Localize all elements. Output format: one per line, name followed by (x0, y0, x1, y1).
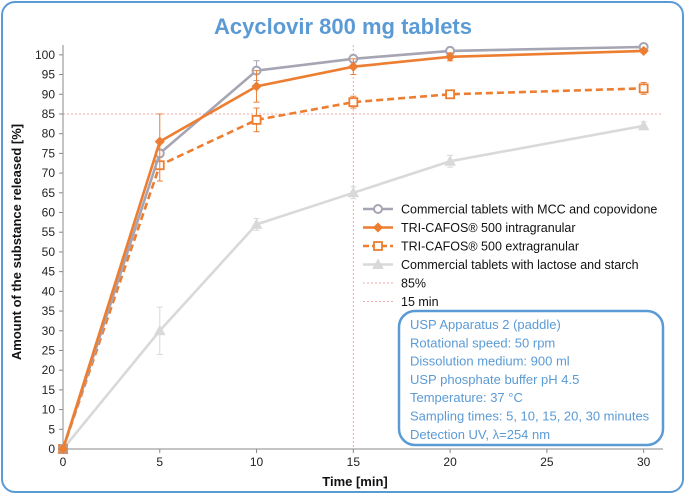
data-point (638, 45, 649, 56)
series-2 (57, 45, 649, 455)
data-point (251, 81, 262, 92)
y-tick-label: 65 (42, 186, 56, 200)
series (57, 41, 650, 455)
x-axis-title: Time [min] (322, 474, 388, 489)
data-point (347, 186, 360, 198)
legend-marker (373, 241, 383, 251)
y-axis-title: Amount of the substance released [%] (9, 124, 24, 360)
y-tick-label: 100 (35, 48, 55, 62)
y-tick-label: 50 (42, 245, 56, 259)
data-point (348, 61, 359, 72)
x-tick-label: 10 (250, 455, 264, 469)
legend-label: TRI-CAFOS® 500 intragranular (401, 221, 576, 235)
y-tick-label: 35 (42, 304, 56, 318)
series-line-2 (61, 49, 644, 450)
data-point (638, 83, 649, 94)
y-tick-label: 55 (42, 225, 56, 239)
legend-item-4: Commercial tablets with lactose and star… (363, 258, 639, 272)
legend-reference-1: 85% (363, 277, 426, 291)
info-box: USP Apparatus 2 (paddle) Rotational speed… (397, 309, 665, 447)
legend-label: 15 min (401, 295, 439, 309)
y-tick-label: 5 (48, 422, 55, 436)
y-tick-label: 25 (42, 343, 56, 357)
info-box-line: Dissolution medium: 900 ml (410, 354, 570, 369)
legend-label: TRI-CAFOS® 500 extragranular (401, 240, 579, 254)
x-tick-label: 5 (156, 455, 163, 469)
chart-title: Acyclovir 800 mg tablets (214, 14, 472, 39)
y-tick-label: 0 (48, 442, 55, 456)
data-point (153, 324, 166, 336)
info-box-line: Sampling times: 5, 10, 15, 20, 30 minute… (410, 409, 650, 424)
y-tick-label: 80 (42, 127, 56, 141)
y-tick-label: 90 (42, 87, 56, 101)
x-tick-label: 30 (637, 455, 651, 469)
legend-item-1: Commercial tablets with MCC and copovido… (363, 203, 657, 217)
legend-label: Commercial tablets with lactose and star… (401, 258, 639, 272)
data-point (637, 119, 650, 131)
legend-item-3: TRI-CAFOS® 500 extragranular (363, 240, 579, 254)
data-point (250, 218, 263, 229)
y-tick-label: 10 (42, 403, 56, 417)
info-box-line: USP Apparatus 2 (paddle) (410, 317, 561, 332)
y-tick-label: 95 (42, 68, 56, 82)
y-tick-label: 85 (42, 107, 56, 121)
data-point (445, 51, 456, 62)
legend-label: Commercial tablets with MCC and copovido… (401, 203, 657, 217)
info-box-line: Rotational speed: 50 rpm (410, 335, 555, 350)
info-box-border (397, 309, 665, 447)
series-line-4 (61, 124, 644, 450)
y-tick-label: 40 (42, 284, 56, 298)
data-point (444, 155, 456, 166)
y-tick-label: 15 (42, 383, 56, 397)
x-tick-label: 20 (443, 455, 457, 469)
y-tick-label: 30 (42, 324, 56, 338)
x-tick-label: 25 (540, 455, 554, 469)
x-tick-label: 0 (60, 455, 67, 469)
series-line-1 (61, 45, 644, 450)
legend-marker (372, 258, 384, 269)
info-box-line: Detection UV, λ=254 nm (410, 427, 550, 442)
info-box-line: Temperature: 37 °C (410, 390, 523, 405)
legend-marker (372, 222, 384, 233)
y-tick-label: 20 (42, 363, 56, 377)
legend: Commercial tablets with MCC and copovido… (363, 203, 657, 309)
data-point (445, 89, 455, 100)
data-point (251, 114, 262, 125)
axes: 0510152025303540455055606570758085909510… (35, 45, 663, 469)
legend-reference-2: 15 min (363, 295, 439, 309)
legend-label: 85% (401, 277, 426, 291)
y-tick-label: 60 (42, 206, 56, 220)
x-tick-label: 15 (347, 455, 361, 469)
data-point (57, 443, 69, 455)
series-line-3 (61, 87, 644, 450)
reference-lines (63, 45, 663, 449)
data-point (348, 97, 359, 108)
y-tick-label: 45 (42, 265, 56, 279)
y-tick-label: 75 (42, 146, 56, 160)
data-point (154, 136, 165, 147)
info-box-line: USP phosphate buffer pH 4.5 (410, 372, 579, 387)
y-tick-label: 70 (42, 166, 56, 180)
legend-marker (373, 204, 383, 214)
legend-item-2: TRI-CAFOS® 500 intragranular (363, 221, 576, 235)
